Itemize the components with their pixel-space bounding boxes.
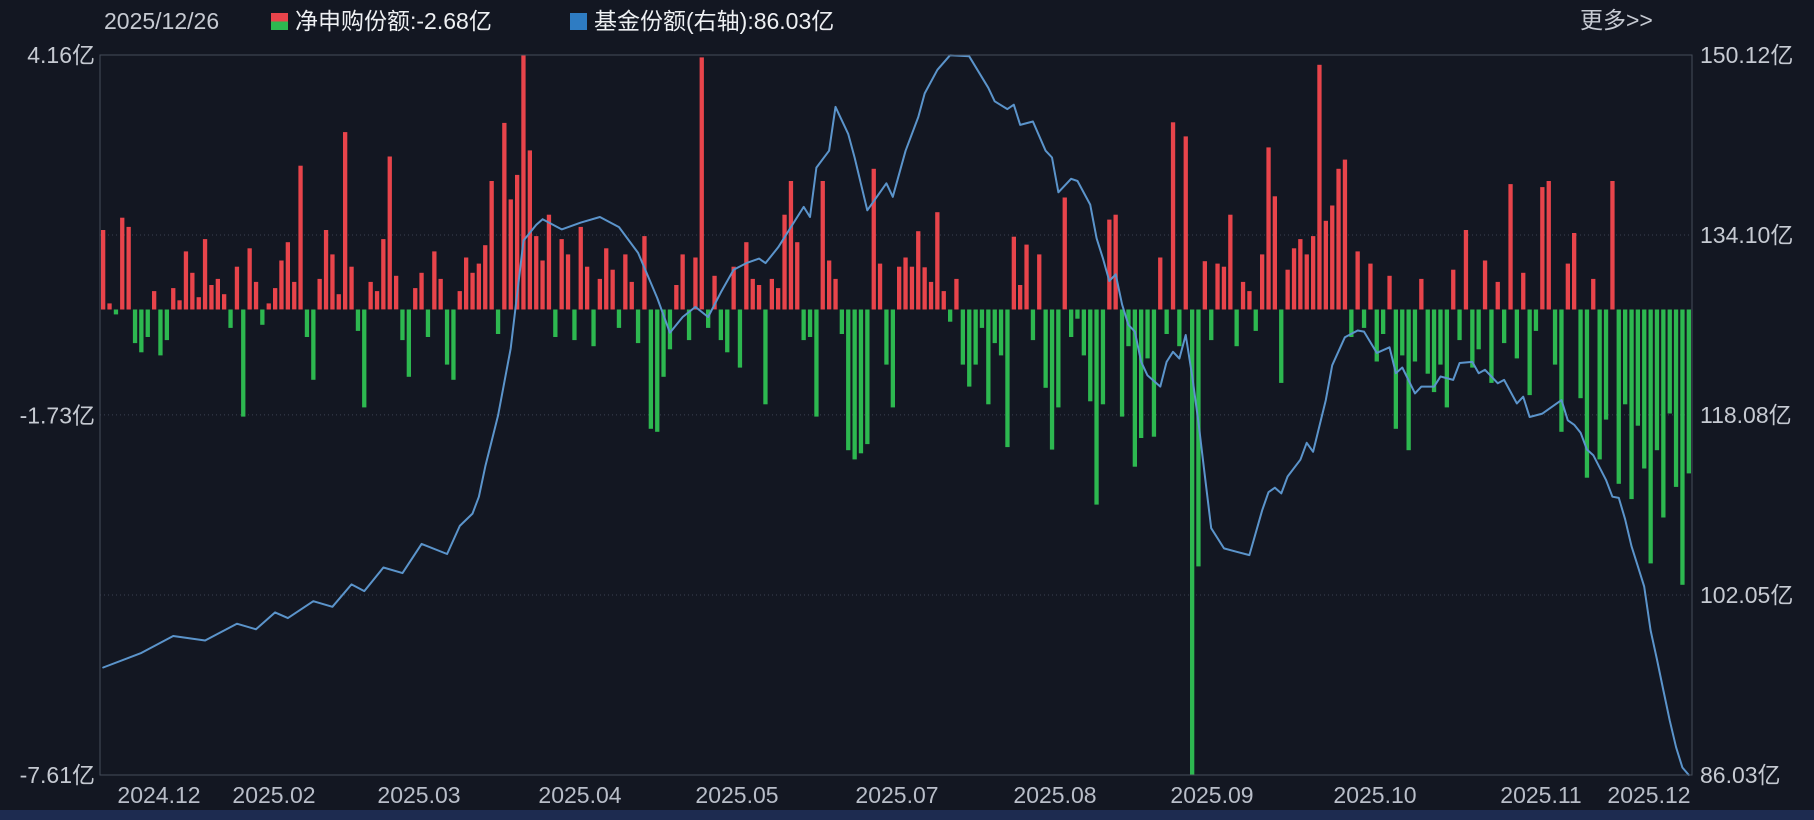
left-axis-tick: 4.16亿 — [27, 42, 95, 68]
net-subscription-bars — [101, 55, 1691, 775]
legend-net-subscription: 净申购份额:-2.68亿 — [271, 7, 492, 35]
legend-fund-share-label: 基金份额(右轴):86.03亿 — [594, 8, 835, 34]
legend-net-subscription-label: 净申购份额:-2.68亿 — [295, 8, 492, 34]
bottom-strip — [0, 810, 1814, 820]
left-axis-labels: 4.16亿 -1.73亿 -7.61亿 — [20, 42, 95, 788]
red-green-bar-swatch-icon — [271, 12, 288, 30]
x-axis-tick: 2025.02 — [232, 782, 315, 808]
right-axis-tick: 86.03亿 — [1700, 762, 1781, 788]
right-axis-labels: 150.12亿 134.10亿 118.08亿 102.05亿 86.03亿 — [1700, 42, 1793, 788]
right-axis-tick: 102.05亿 — [1700, 582, 1793, 608]
more-link[interactable]: 更多>> — [1580, 7, 1653, 33]
x-axis-tick: 2025.11 — [1500, 782, 1581, 808]
right-axis-tick: 118.08亿 — [1700, 402, 1792, 428]
x-axis-tick: 2025.12 — [1607, 782, 1690, 808]
fund-share-line — [102, 54, 1690, 776]
x-axis-tick: 2025.03 — [377, 782, 460, 808]
right-axis-tick: 150.12亿 — [1700, 42, 1793, 68]
x-axis-tick: 2024.12 — [117, 782, 200, 808]
x-axis-tick: 2025.08 — [1013, 782, 1096, 808]
plot-border — [99, 54, 1693, 776]
chart-date: 2025/12/26 — [104, 8, 220, 34]
x-axis-tick: 2025.04 — [538, 782, 621, 808]
x-axis-tick: 2025.09 — [1170, 782, 1253, 808]
x-axis-tick: 2025.05 — [695, 782, 778, 808]
left-axis-tick: -1.73亿 — [20, 402, 95, 428]
x-axis-labels: 2024.12 2025.02 2025.03 2025.04 2025.05 2025.… — [117, 782, 1690, 808]
blue-line-swatch-icon — [570, 12, 587, 30]
right-axis-tick: 134.10亿 — [1700, 222, 1793, 248]
x-axis-tick: 2025.10 — [1333, 782, 1416, 808]
legend-fund-share: 基金份额(右轴):86.03亿 — [570, 7, 834, 35]
gridlines — [100, 234, 1692, 596]
x-axis-tick: 2025.07 — [855, 782, 938, 808]
left-axis-tick: -7.61亿 — [20, 762, 95, 788]
